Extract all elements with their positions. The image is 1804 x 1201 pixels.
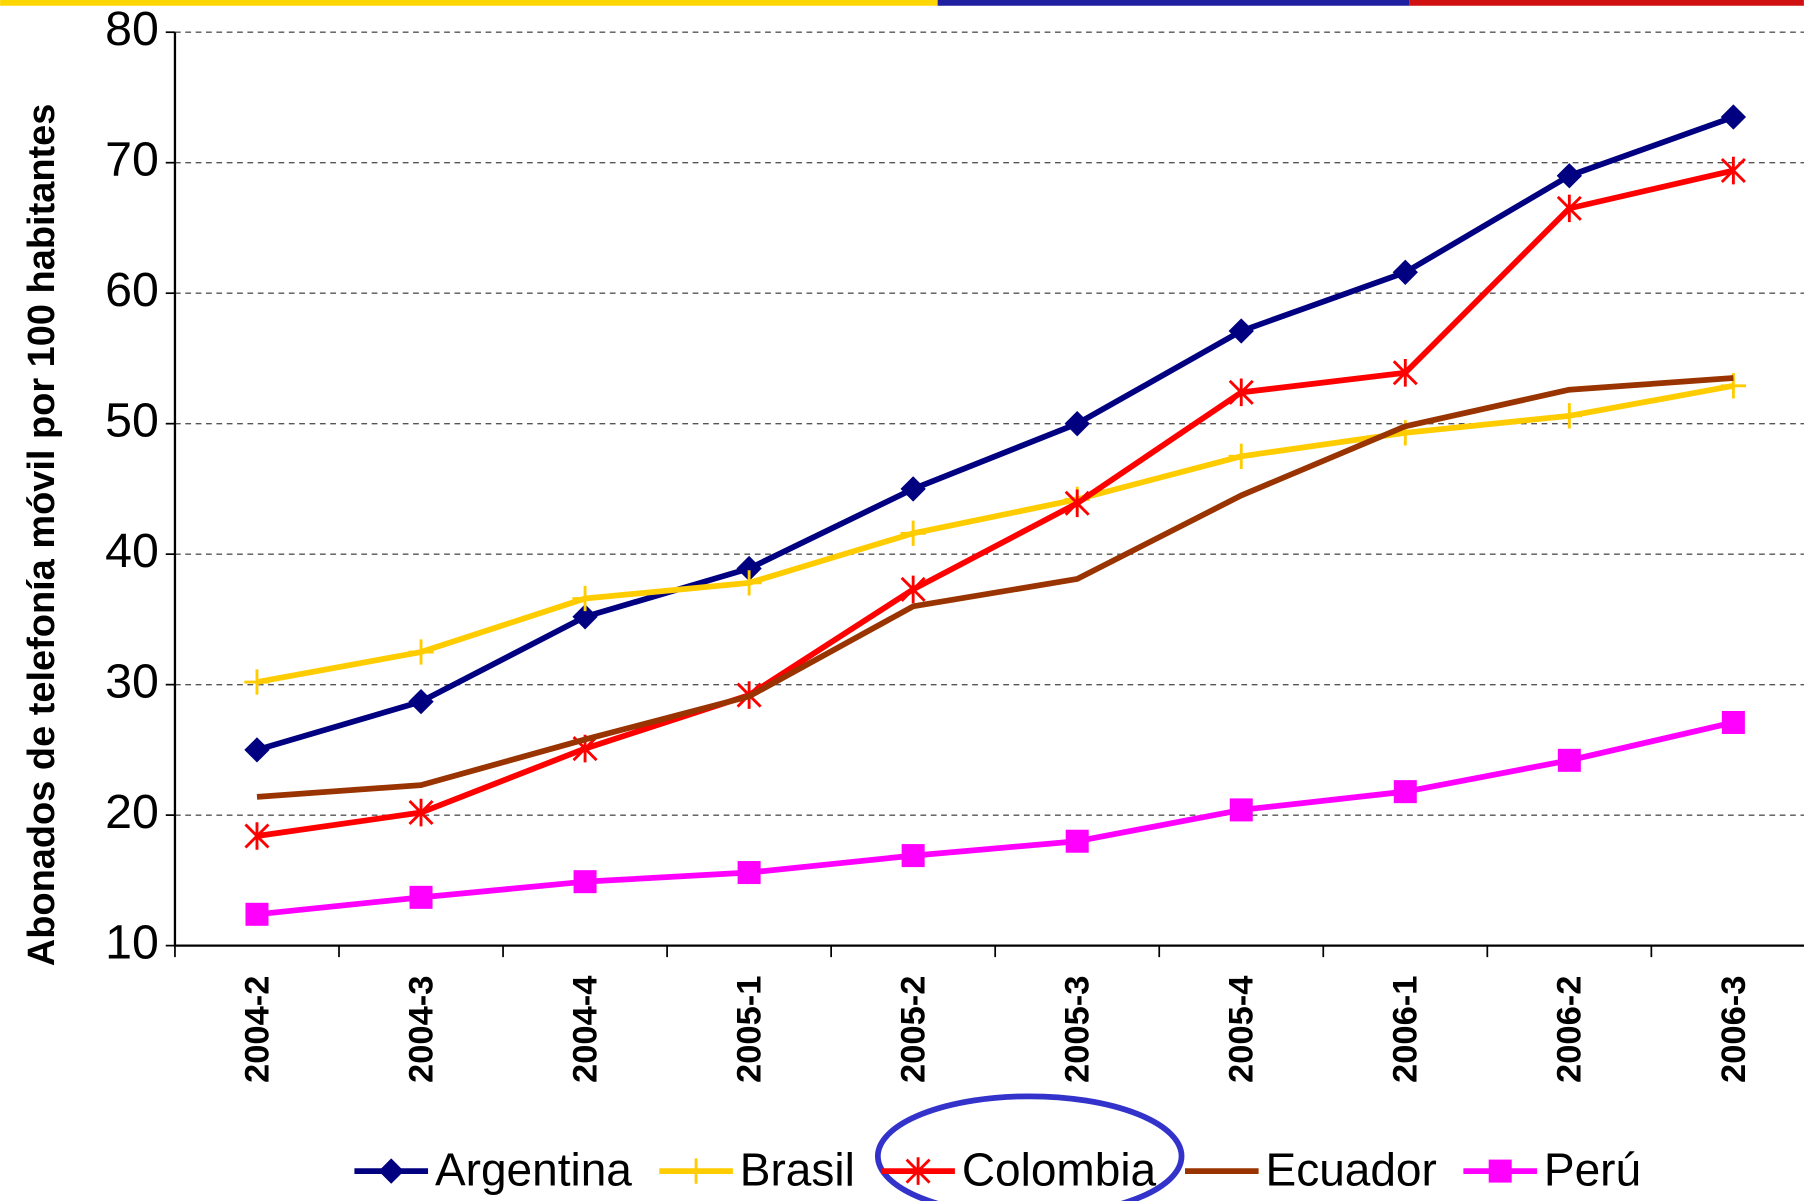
- point-marker: [737, 861, 761, 885]
- y-tick-label: 10: [105, 915, 159, 969]
- x-tick-label: 2006-1: [1387, 976, 1425, 1083]
- point-marker: [244, 669, 270, 695]
- point-marker: [1229, 798, 1253, 822]
- series-line: [256, 114, 1735, 753]
- point-marker: [900, 575, 926, 604]
- point-marker: [408, 688, 434, 715]
- point-marker: [1720, 156, 1746, 185]
- point-marker: [1064, 411, 1090, 437]
- point-marker: [1721, 710, 1745, 734]
- x-tick-label: 2004-2: [238, 976, 276, 1083]
- x-tick-label: 2006-2: [1551, 976, 1589, 1083]
- series-line: [256, 382, 1734, 685]
- point-marker: [244, 737, 270, 763]
- point-marker: [408, 639, 434, 665]
- x-tick-label: 2005-2: [895, 976, 933, 1083]
- point-marker: [736, 570, 762, 596]
- legend-marker: [1488, 1159, 1512, 1183]
- y-tick-label: 70: [105, 132, 159, 186]
- x-tick-label: 2005-1: [731, 976, 769, 1083]
- highlight-ellipse: [875, 1093, 1185, 1201]
- series-line: [256, 375, 1734, 800]
- point-marker: [1720, 104, 1747, 130]
- point-marker: [572, 585, 598, 612]
- series-line: [256, 719, 1735, 918]
- point-marker: [1228, 443, 1254, 469]
- y-tick-label: 50: [105, 393, 159, 447]
- top-stripe-blue: [937, 0, 1410, 6]
- x-tick-label: 2006-3: [1715, 976, 1753, 1083]
- point-marker: [1556, 403, 1582, 429]
- legend-marker: [683, 1158, 709, 1184]
- legend-label: Ecuador: [1266, 1144, 1437, 1196]
- point-marker: [1557, 748, 1581, 772]
- x-tick-label: 2004-4: [566, 976, 604, 1083]
- legend-marker: [378, 1158, 404, 1184]
- point-marker: [900, 520, 926, 546]
- point-marker: [245, 902, 269, 926]
- x-tick-label: 2004-3: [402, 976, 440, 1083]
- legend-label: Perú: [1544, 1144, 1641, 1196]
- point-marker: [244, 822, 270, 850]
- point-marker: [736, 555, 762, 582]
- point-marker: [1228, 318, 1254, 344]
- top-stripe-red: [1409, 0, 1804, 6]
- point-marker: [408, 798, 434, 827]
- y-tick-label: 20: [105, 785, 159, 839]
- series-line: [256, 167, 1735, 839]
- point-marker: [1556, 163, 1582, 189]
- point-marker: [409, 885, 433, 909]
- point-marker: [1065, 829, 1089, 853]
- legend-label: Argentina: [435, 1144, 632, 1196]
- legend-label: Brasil: [740, 1144, 855, 1196]
- point-marker: [1228, 378, 1254, 407]
- point-marker: [1720, 373, 1747, 399]
- y-tick-label: 60: [105, 263, 159, 317]
- y-tick-label: 80: [105, 2, 159, 56]
- top-stripe-yellow: [0, 0, 938, 6]
- point-marker: [1392, 259, 1418, 285]
- y-tick-label: 40: [105, 524, 159, 578]
- point-marker: [1393, 780, 1417, 804]
- point-marker: [1556, 194, 1582, 223]
- x-tick-label: 2005-4: [1223, 976, 1261, 1083]
- point-marker: [1392, 358, 1418, 387]
- point-marker: [900, 476, 926, 502]
- y-tick-label: 30: [105, 654, 159, 708]
- point-marker: [901, 844, 925, 868]
- x-tick-label: 2005-3: [1059, 976, 1097, 1083]
- legend-label: Colombia: [962, 1144, 1157, 1196]
- point-marker: [573, 870, 597, 894]
- legend-marker: [905, 1157, 931, 1185]
- point-marker: [1064, 489, 1090, 518]
- y-axis-label: Abonados de telefonía móvil por 100 habi…: [21, 104, 63, 967]
